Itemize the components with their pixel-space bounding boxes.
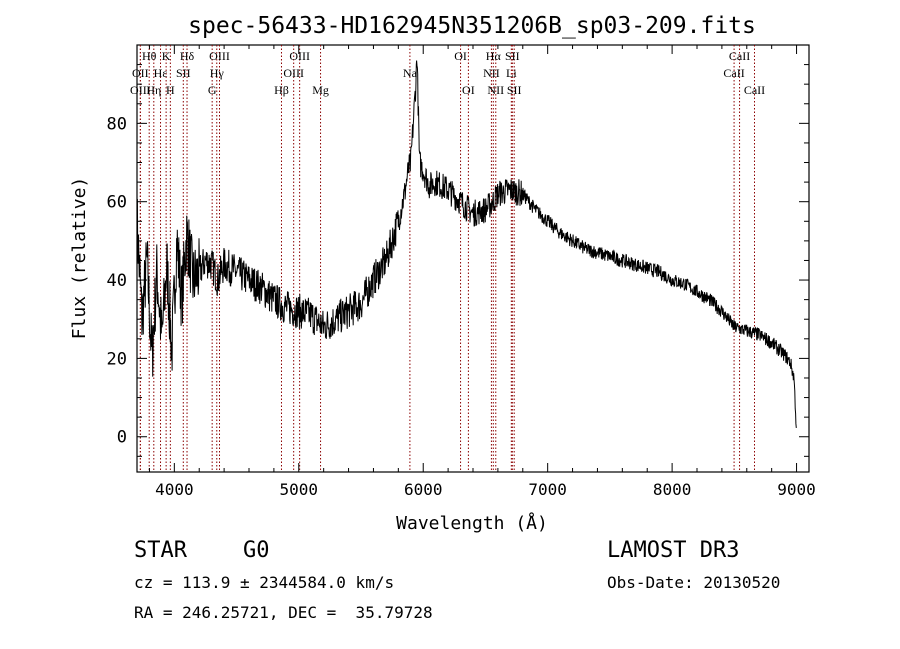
line-marker-label: OIII bbox=[283, 66, 304, 80]
line-marker-label: OIII bbox=[130, 83, 151, 97]
y-tick-label: 60 bbox=[107, 193, 127, 213]
coordinates-readout: RA = 246.25721, DEC = 35.79728 bbox=[134, 603, 433, 622]
spectrum-line bbox=[136, 60, 797, 428]
x-tick-label: 7000 bbox=[528, 480, 567, 499]
plot-frame bbox=[136, 44, 810, 473]
line-marker-label: Li bbox=[506, 66, 517, 80]
line-marker-label: G bbox=[208, 83, 217, 97]
x-tick-label: 6000 bbox=[404, 480, 443, 499]
line-marker-label: H bbox=[166, 83, 175, 97]
x-tick-label: 4000 bbox=[155, 480, 194, 499]
line-marker-label: Hβ bbox=[274, 83, 289, 97]
x-tick-label: 9000 bbox=[777, 480, 816, 499]
line-marker-label: Na bbox=[403, 66, 418, 80]
line-marker-label: NII bbox=[487, 83, 504, 97]
y-tick-label: 0 bbox=[117, 428, 127, 448]
observation-date: Obs-Date: 20130520 bbox=[607, 573, 781, 592]
y-axis: 0 20 40 60 80 bbox=[107, 64, 809, 457]
line-marker-label: OIII bbox=[289, 49, 310, 63]
line-marker-label: Mg bbox=[312, 83, 329, 97]
x-axis: 4000 5000 6000 7000 8000 9000 bbox=[148, 45, 816, 499]
line-marker-label: CaII bbox=[723, 66, 744, 80]
line-marker-label: OI bbox=[454, 49, 467, 63]
line-marker-label: Hγ bbox=[210, 66, 225, 80]
line-marker-label: Hδ bbox=[180, 49, 195, 63]
line-marker-label: OII bbox=[132, 66, 149, 80]
y-tick-label: 80 bbox=[107, 114, 127, 134]
x-axis-label: Wavelength (Å) bbox=[396, 512, 548, 534]
line-marker-label: OI bbox=[462, 83, 475, 97]
line-marker-label: NII bbox=[483, 66, 500, 80]
line-marker-label: K bbox=[162, 49, 171, 63]
line-marker-label: Hα bbox=[486, 49, 502, 63]
line-marker-label: SII bbox=[176, 66, 191, 80]
line-marker-label: Hη bbox=[146, 83, 161, 97]
chart-title: spec-56433-HD162945N351206B_sp03-209.fit… bbox=[188, 13, 756, 39]
x-tick-label: 8000 bbox=[653, 480, 692, 499]
line-marker-label: SII bbox=[505, 49, 520, 63]
line-marker-label: Hε bbox=[154, 66, 168, 80]
x-tick-label: 5000 bbox=[280, 480, 319, 499]
line-marker-label: CaII bbox=[729, 49, 750, 63]
line-markers bbox=[139, 45, 755, 472]
line-marker-label: CaII bbox=[744, 83, 765, 97]
redshift-readout: cz = 113.9 ± 2344584.0 km/s bbox=[134, 573, 395, 592]
y-tick-label: 40 bbox=[107, 271, 127, 291]
line-marker-label: SII bbox=[507, 83, 522, 97]
y-tick-label: 20 bbox=[107, 349, 127, 369]
object-class: STAR bbox=[134, 538, 187, 563]
line-marker-label: Hθ bbox=[142, 49, 157, 63]
line-marker-label: OIII bbox=[209, 49, 230, 63]
object-subclass: G0 bbox=[243, 538, 270, 563]
y-axis-label: Flux (relative) bbox=[69, 177, 90, 340]
survey-label: LAMOST DR3 bbox=[607, 538, 740, 563]
